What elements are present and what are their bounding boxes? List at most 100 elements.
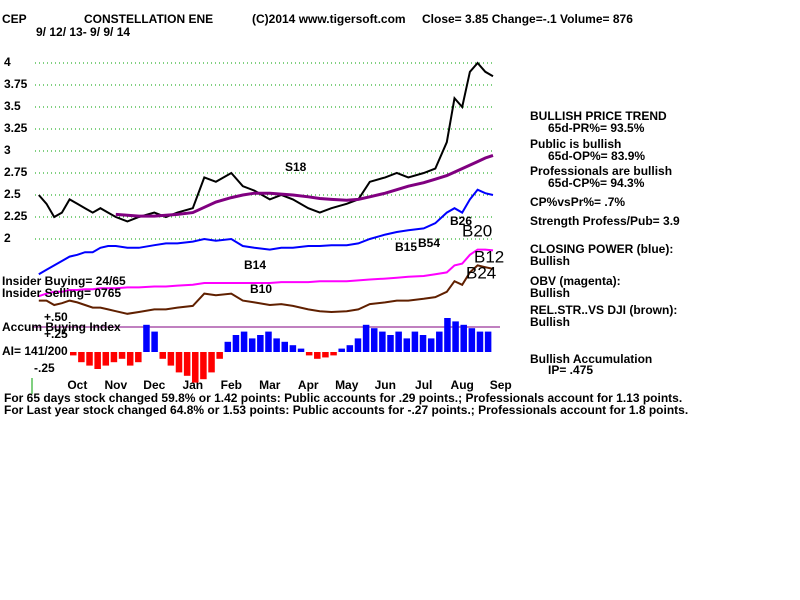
quote: Close= 3.85 Change=-.1 Volume= 876 [422,12,633,26]
panel-text: Bullish [530,286,570,300]
y-tick-label: 3 [4,143,11,157]
x-tick-label: Dec [143,378,165,392]
x-tick-label: Nov [104,378,127,392]
bar [86,352,93,366]
bar [387,335,394,352]
bar [232,335,240,352]
bar [78,352,85,363]
y-tick-label: 3.25 [4,121,28,135]
bar [403,338,411,352]
series-line [38,61,494,223]
bar [362,324,370,352]
bar [126,352,134,366]
bar [330,352,337,356]
bar [346,345,354,352]
annotation: B24 [466,263,496,282]
panel-text: Bullish [530,315,570,329]
annotation: Insider Buying= 24/65 [2,274,126,288]
series-line [38,188,494,276]
bar [224,341,232,352]
x-tick-label: Mar [259,378,281,392]
bar [102,352,110,366]
y-tick-label: +.25 [44,327,68,341]
panel-text: BULLISH PRICE TREND [530,109,667,123]
bar [305,352,313,356]
bar [281,341,289,352]
y-tick-label: 2 [4,231,11,245]
bar [468,328,476,352]
x-tick-label: Jun [375,378,396,392]
panel-text: CLOSING POWER (blue): [530,242,673,256]
panel-text: Strength Profess/Pub= 3.9 [530,214,680,228]
annotation: B15 [395,240,417,254]
annotation: Insider Selling= 0765 [2,286,121,300]
y-tick-label: 3.5 [4,99,21,113]
y-tick-label: 4 [4,55,11,69]
bar [175,352,183,373]
bar [135,352,142,363]
footer-text: For Last year stock changed 64.8% or 1.5… [4,403,688,417]
footer-text: For 65 days stock changed 59.8% or 1.42 … [4,391,682,405]
bar [427,338,435,352]
bar [167,352,175,366]
bar [289,345,297,352]
x-tick-label: Apr [298,378,319,392]
indicator-label: AI= 141/200 [2,344,68,358]
bar [444,318,451,352]
bar [200,352,207,380]
series-line [38,248,494,298]
x-tick-label: May [335,378,359,392]
bar [484,331,492,352]
bar [151,331,158,352]
indicator-title: Accum Buying Index [2,320,121,334]
bar [476,331,484,352]
panel-text: OBV (magenta): [530,274,621,288]
panel-text: 65d-PR%= 93.5% [548,121,645,135]
y-tick-label: 3.75 [4,77,28,91]
bar [265,331,272,352]
bar [273,338,280,352]
y-tick-label: +.50 [44,310,68,324]
x-tick-label: Aug [451,378,474,392]
panel-text: REL.STR..VS DJI (brown): [530,303,677,317]
x-tick-label: Oct [67,378,87,392]
panel-text: Public is bullish [530,137,621,151]
bar [354,338,362,352]
symbol: CEP [2,12,27,26]
annotation: B12 [474,247,504,266]
panel-text: Professionals are bullish [530,164,672,178]
bar [379,331,386,352]
annotation: S18 [285,160,307,174]
date-range: 9/ 12/ 13- 9/ 9/ 14 [36,25,130,39]
bar [118,352,126,359]
bar [322,352,329,358]
panel-text: IP= .475 [548,363,593,377]
panel-text: CP%vsPr%= .7% [530,195,625,209]
company: CONSTELLATION ENE [84,12,213,26]
bar [395,331,402,352]
annotation: B26 [450,214,472,228]
bar [192,352,199,383]
annotation: B20 [462,221,492,240]
panel-text: 65d-CP%= 94.3% [548,176,645,190]
y-tick-label: 2.25 [4,209,28,223]
annotation: B10 [250,282,272,296]
bar [257,335,264,352]
bar [183,352,191,376]
bar [248,338,256,352]
bar [143,324,150,352]
y-tick-label: -.25 [34,361,55,375]
bar [452,321,459,352]
panel-text: 65d-OP%= 83.9% [548,149,645,163]
bar [419,335,427,352]
bar [240,331,248,352]
x-tick-label: Jul [415,378,432,392]
bar [314,352,321,359]
panel-text: Bullish Accumulation [530,352,652,366]
bar [159,352,166,359]
bar [297,348,305,352]
bar [110,352,118,363]
annotation: B14 [244,258,266,272]
series-line [38,264,494,315]
